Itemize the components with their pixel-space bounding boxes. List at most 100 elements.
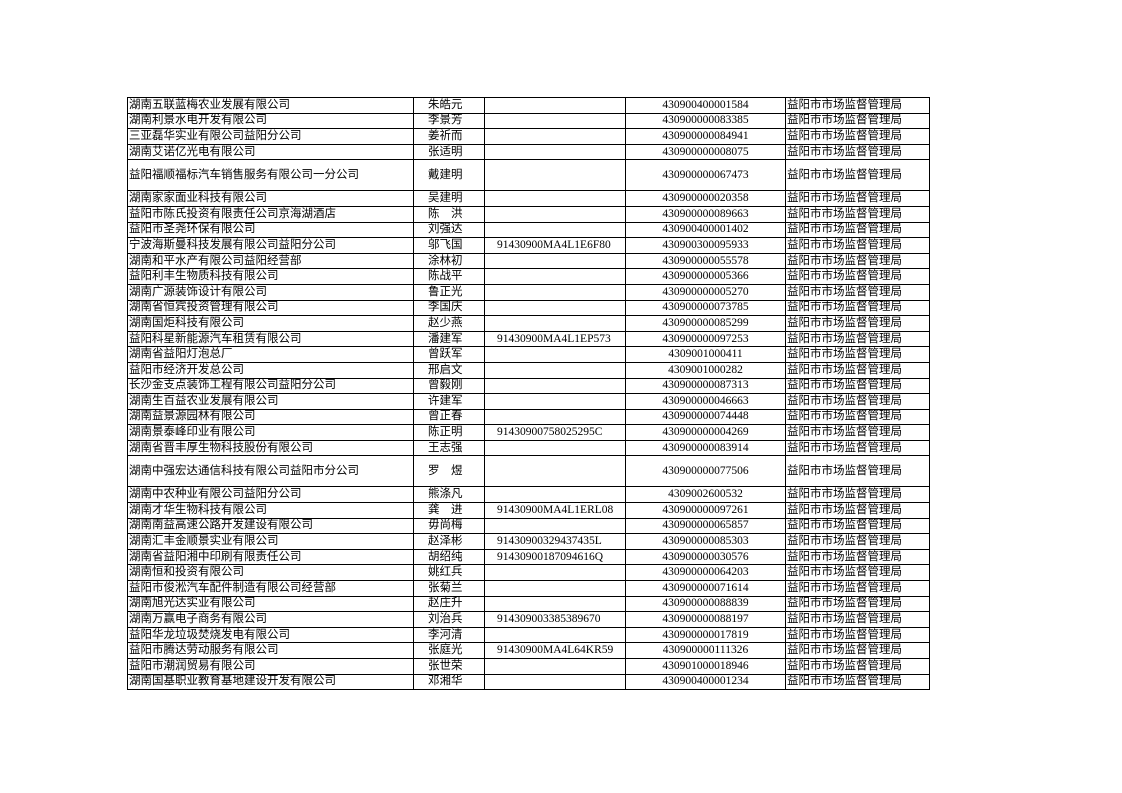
company-name: 湖南中农种业有限公司益阳分公司	[127, 486, 414, 504]
table-row: 宁波海斯曼科技发展有限公司益阳分公司 邬飞国 91430900MA4L1E6F80 4…	[127, 237, 930, 254]
table-row: 湖南中强宏达通信科技有限公司益阳市分公司罗 煜 430900000077506 益阳…	[127, 455, 930, 488]
authority: 益阳市市场监督管理局	[785, 237, 930, 254]
table-row: 湖南汇丰金顺景实业有限公司 赵泽彬 91430900329437435L 430900…	[127, 533, 930, 550]
company-name: 益阳市俊淞汽车配件制造有限公司经营部	[127, 580, 414, 597]
authority: 益阳市市场监督管理局	[785, 408, 930, 426]
legal-representative: 赵庄升	[413, 595, 485, 613]
company-name: 湖南省恒宾投资管理有限公司	[127, 299, 414, 317]
company-name: 益阳华龙垃圾焚烧发电有限公司	[127, 626, 414, 644]
table-row: 湖南旭光达实业有限公司 赵庄升 430900000088839 益阳市市场监督管理局	[127, 595, 930, 613]
authority: 益阳市市场监督管理局	[785, 330, 930, 348]
legal-representative: 李国庆	[413, 299, 485, 317]
credit-code: 91430900MA4L1E6F80	[484, 237, 626, 254]
table-row: 益阳市腾达劳动服务有限公司 张庭光 91430900MA4L64KR59 430900…	[127, 642, 930, 659]
registration-number: 430900400001584	[625, 97, 786, 114]
table-row: 湖南国炬科技有限公司 赵少燕 430900000085299 益阳市市场监督管理局	[127, 315, 930, 332]
credit-code	[484, 128, 626, 145]
legal-representative: 鲁正光	[413, 283, 485, 301]
table-row: 湖南南益高速公路开发建设有限公司 毋尚梅 430900000065857 益阳市市场监…	[127, 517, 930, 535]
registration-number: 430900000004269	[625, 424, 786, 441]
credit-code	[484, 143, 626, 161]
company-name: 益阳市潮润贸易有限公司	[127, 658, 414, 675]
authority: 益阳市市场监督管理局	[785, 346, 930, 363]
company-name: 湖南景泰峰印业有限公司	[127, 424, 414, 441]
credit-code	[484, 315, 626, 332]
legal-representative: 刘强达	[413, 221, 485, 239]
credit-code	[484, 455, 626, 488]
credit-code	[484, 361, 626, 379]
table-row: 益阳华龙垃圾焚烧发电有限公司 李河清 430900000017819 益阳市市场监督管…	[127, 626, 930, 644]
registration-number: 4309001000282	[625, 361, 786, 379]
credit-code	[484, 252, 626, 270]
authority: 益阳市市场监督管理局	[785, 361, 930, 379]
legal-representative: 罗 煜	[413, 455, 485, 488]
company-name: 湖南家家面业科技有限公司	[127, 190, 414, 207]
registration-number: 430900000097261	[625, 502, 786, 519]
legal-representative: 姚红兵	[413, 564, 485, 582]
authority: 益阳市市场监督管理局	[785, 221, 930, 239]
company-name: 湖南省晋丰厚生物科技股份有限公司	[127, 439, 414, 457]
company-name: 益阳市经济开发总公司	[127, 361, 414, 379]
table-row: 湖南家家面业科技有限公司 吴建明 430900000020358 益阳市市场监督管理局	[127, 190, 930, 207]
registry-table: 湖南五联蓝梅农业发展有限公司 朱皓元 430900400001584 益阳市市场监督管…	[127, 97, 930, 691]
authority: 益阳市市场监督管理局	[785, 611, 930, 628]
legal-representative: 赵少燕	[413, 315, 485, 332]
authority: 益阳市市场监督管理局	[785, 205, 930, 223]
registration-number: 430900000073785	[625, 299, 786, 317]
legal-representative: 陈战平	[413, 268, 485, 285]
credit-code	[484, 517, 626, 535]
company-name: 湖南和平水产有限公司益阳经营部	[127, 252, 414, 270]
company-name: 湖南益景源园林有限公司	[127, 408, 414, 426]
credit-code	[484, 580, 626, 597]
registration-number: 430900000008075	[625, 143, 786, 161]
authority: 益阳市市场监督管理局	[785, 502, 930, 519]
table-row: 长沙金支点装饰工程有限公司益阳分公司 曾毅刚 430900000087313 益阳市市…	[127, 377, 930, 395]
authority: 益阳市市场监督管理局	[785, 486, 930, 504]
credit-code: 91430900MA4L1ERL08	[484, 502, 626, 519]
credit-code	[484, 564, 626, 582]
company-name: 湖南才华生物科技有限公司	[127, 502, 414, 519]
company-name: 湖南旭光达实业有限公司	[127, 595, 414, 613]
authority: 益阳市市场监督管理局	[785, 97, 930, 114]
authority: 益阳市市场监督管理局	[785, 393, 930, 410]
registration-number: 430900000005270	[625, 283, 786, 301]
table-row: 湖南万赢电子商务有限公司 刘治兵 914309003385389670 4309000…	[127, 611, 930, 628]
registration-number: 430900000017819	[625, 626, 786, 644]
legal-representative: 龚 进	[413, 502, 485, 519]
table-row: 湖南省益阳灯泡总厂 曾跃军 4309001000411 益阳市市场监督管理局	[127, 346, 930, 363]
table-row: 益阳市俊淞汽车配件制造有限公司经营部 张菊兰 430900000071614 益阳市市…	[127, 580, 930, 597]
credit-code	[484, 283, 626, 301]
legal-representative: 李河清	[413, 626, 485, 644]
registration-number: 430900000067473	[625, 159, 786, 192]
table-row: 益阳利丰生物质科技有限公司 陈战平 430900000005366 益阳市市场监督管理…	[127, 268, 930, 285]
credit-code: 91430900758025295C	[484, 424, 626, 441]
registration-number: 4309002600532	[625, 486, 786, 504]
authority: 益阳市市场监督管理局	[785, 533, 930, 550]
registration-number: 430900000065857	[625, 517, 786, 535]
table-row: 湖南生百益农业发展有限公司 许建军 430900000046663 益阳市市场监督管理…	[127, 393, 930, 410]
registration-number: 430900000055578	[625, 252, 786, 270]
table-row: 湖南省恒宾投资管理有限公司 李国庆 430900000073785 益阳市市场监督管理…	[127, 299, 930, 317]
registration-number: 430900000088839	[625, 595, 786, 613]
table-row: 益阳市潮润贸易有限公司 张世荣 430901000018946 益阳市市场监督管理局	[127, 658, 930, 675]
authority: 益阳市市场监督管理局	[785, 517, 930, 535]
legal-representative: 曾毅刚	[413, 377, 485, 395]
legal-representative: 刘治兵	[413, 611, 485, 628]
legal-representative: 朱皓元	[413, 97, 485, 114]
company-name: 湖南恒和投资有限公司	[127, 564, 414, 582]
company-name: 湖南利景水电开发有限公司	[127, 112, 414, 130]
authority: 益阳市市场监督管理局	[785, 283, 930, 301]
registration-number: 430900000071614	[625, 580, 786, 597]
company-name: 湖南生百益农业发展有限公司	[127, 393, 414, 410]
table-row: 湖南国基职业教育基地建设开发有限公司 邓湘华 430900400001234 益阳市市…	[127, 673, 930, 691]
table-row: 湖南益景源园林有限公司 曾正春 430900000074448 益阳市市场监督管理局	[127, 408, 930, 426]
registration-number: 430900300095933	[625, 237, 786, 254]
table-row: 湖南才华生物科技有限公司龚 进 91430900MA4L1ERL08 4309000…	[127, 502, 930, 519]
registration-number: 430900400001402	[625, 221, 786, 239]
legal-representative: 张庭光	[413, 642, 485, 659]
company-name: 湖南南益高速公路开发建设有限公司	[127, 517, 414, 535]
authority: 益阳市市场监督管理局	[785, 128, 930, 145]
legal-representative: 毋尚梅	[413, 517, 485, 535]
company-name: 湖南艾诺亿光电有限公司	[127, 143, 414, 161]
